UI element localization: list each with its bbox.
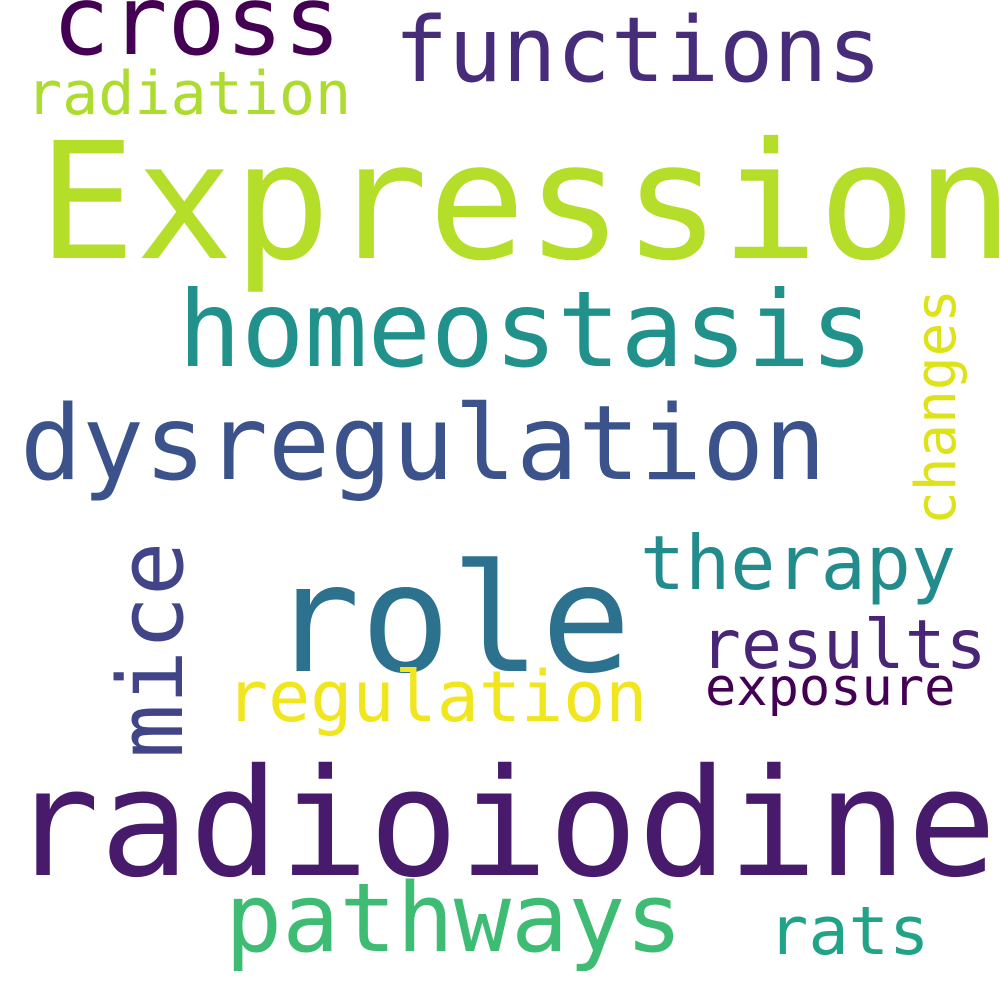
word-homeostasis: homeostasis	[178, 269, 874, 391]
word-exposure: exposure	[705, 658, 956, 718]
word-dysregulation: dysregulation	[20, 384, 827, 504]
word-regulation: regulation	[226, 656, 648, 738]
word-changes: changes	[904, 288, 969, 526]
word-functions: functions	[394, 0, 882, 103]
word-pathways: pathways	[225, 864, 683, 974]
word-role: role	[270, 533, 632, 707]
word-expression: Expression	[38, 109, 1000, 297]
word-therapy: therapy	[640, 519, 957, 607]
word-radiation: radiation	[26, 59, 352, 129]
word-cross: cross	[52, 0, 341, 77]
word-results: results	[700, 606, 987, 685]
word-rats: rats	[768, 892, 930, 970]
word-radioiodine: radioiodine	[10, 738, 997, 911]
word-mice: mice	[99, 541, 204, 759]
